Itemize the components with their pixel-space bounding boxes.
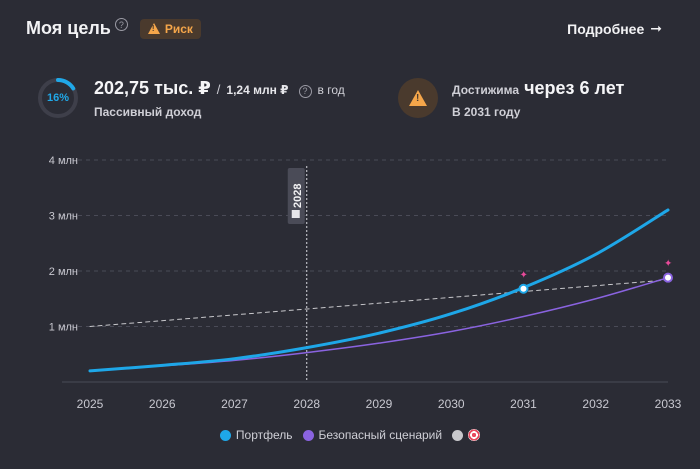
progress-percent: 16%: [46, 92, 70, 104]
income-target: 1,24 млн ₽: [226, 83, 289, 97]
data-point: [663, 272, 673, 283]
legend-safe-label: Безопасный сценарий: [318, 428, 443, 442]
help-icon[interactable]: ?: [114, 18, 128, 31]
income-period: в год: [317, 83, 345, 97]
warning-circle-icon: [398, 78, 438, 118]
y-tick-label: 1 млн: [49, 322, 78, 334]
page-title: Моя цель: [26, 18, 111, 38]
safe-dot-icon: [302, 429, 314, 441]
income-label: Пассивный доход: [94, 105, 202, 119]
income-help-icon[interactable]: ?: [298, 84, 312, 98]
details-label: Подробнее: [567, 20, 645, 37]
passive-income-block: 202,75 тыс. ₽ / 1,24 млн ₽ ? в год Пасси…: [94, 78, 345, 119]
y-tick-label: 4 млн: [49, 155, 78, 167]
x-tick-label: 2027: [221, 397, 248, 411]
legend-target[interactable]: [452, 429, 481, 441]
portfolio-series-line: [88, 208, 670, 373]
reach-main: через 6 лет: [524, 78, 625, 98]
finish-flag-icon: [291, 210, 300, 218]
x-tick-label: 2025: [77, 397, 104, 411]
reach-year: В 2031 году: [452, 105, 521, 119]
legend-portfolio-label: Портфель: [235, 428, 293, 442]
data-point: [518, 283, 529, 294]
target-dot-icon: [452, 429, 464, 441]
income-current: 202,75 тыс. ₽: [94, 78, 211, 98]
details-link[interactable]: Подробнее ➞: [567, 20, 662, 37]
x-tick-label: 2030: [438, 397, 465, 411]
x-tick-label: 2033: [655, 397, 682, 411]
x-tick-label: 2032: [582, 397, 609, 411]
celebration-icon: ✦: [520, 270, 528, 281]
chart-legend: Портфель Безопасный сценарий: [0, 428, 700, 442]
x-tick-label: 2029: [366, 397, 393, 411]
legend-safe[interactable]: Безопасный сценарий: [302, 428, 443, 442]
y-tick-label: 3 млн: [49, 211, 78, 223]
celebration-icon: ✦: [664, 259, 672, 270]
risk-label: Риск: [164, 21, 193, 36]
arrow-right-icon: ➞: [650, 20, 662, 36]
x-tick-label: 2028: [293, 397, 320, 411]
year-marker-label: 2028: [292, 184, 304, 208]
income-separator: /: [216, 82, 221, 97]
y-tick-label: 2 млн: [49, 266, 78, 278]
x-tick-label: 2026: [149, 397, 176, 411]
portfolio-dot-icon: [219, 429, 231, 441]
target-series-line: [89, 279, 669, 327]
goal-chart[interactable]: 1 млн 2 млн 3 млн 4 млн 2025 2026 2027 2028 2029…: [0, 140, 700, 420]
risk-badge: Риск: [139, 18, 201, 39]
progress-ring: 16%: [37, 77, 79, 119]
target-icon: [468, 429, 481, 441]
x-tick-label: 2031: [510, 397, 537, 411]
reach-block: Достижима через 6 лет В 2031 году: [452, 78, 624, 119]
safe-series-line: [89, 276, 669, 372]
legend-portfolio[interactable]: Портфель: [219, 428, 293, 442]
warning-icon: [147, 23, 160, 34]
goal-header: Моя цель ? Риск: [26, 18, 201, 39]
reach-prefix: Достижима: [452, 83, 520, 97]
